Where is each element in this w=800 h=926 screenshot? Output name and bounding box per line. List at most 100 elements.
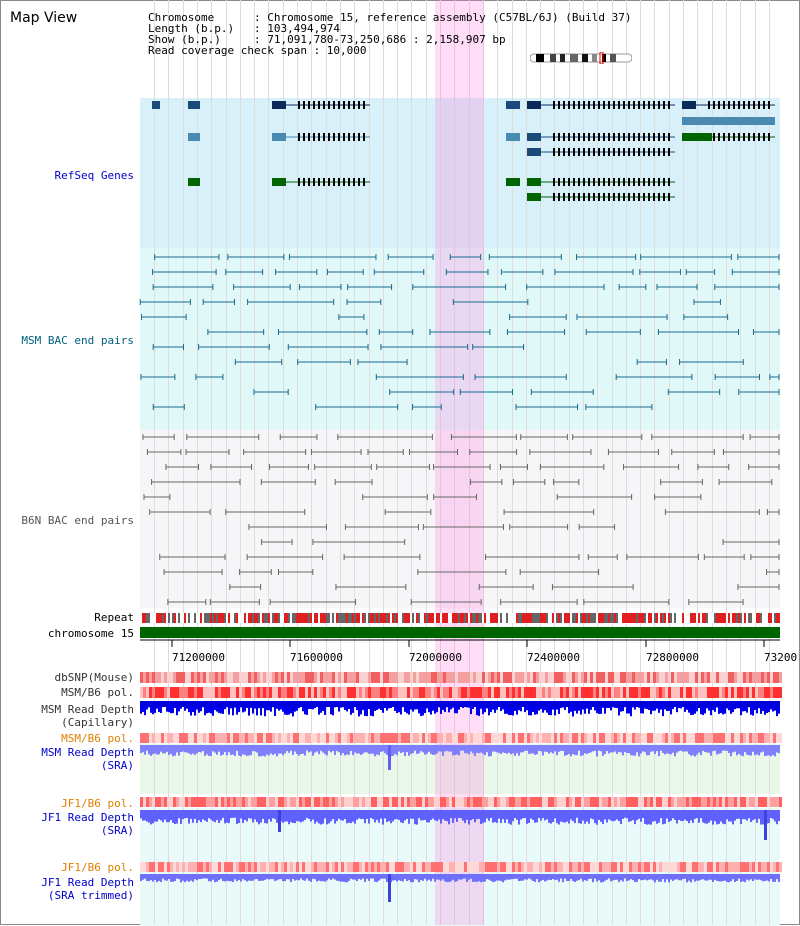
repeat-block bbox=[752, 613, 754, 623]
read-depth-bar bbox=[698, 810, 700, 823]
selected-region-highlight[interactable] bbox=[435, 0, 484, 925]
label-jf1-depth-sra[interactable]: JF1 Read Depth (SRA) bbox=[41, 811, 134, 837]
heat-cell bbox=[491, 672, 494, 683]
label-msm-pol[interactable]: MSM/B6 pol. bbox=[61, 686, 134, 699]
heat-cell bbox=[653, 733, 656, 743]
heat-cell bbox=[275, 672, 278, 683]
refseq-gene-exon bbox=[723, 133, 725, 141]
heat-cell bbox=[695, 672, 698, 683]
label-b6n-bac[interactable]: B6N BAC end pairs bbox=[21, 514, 134, 527]
heat-cell bbox=[500, 733, 503, 743]
read-depth-bar bbox=[684, 745, 686, 752]
heat-cell bbox=[308, 797, 311, 807]
read-depth-bar bbox=[178, 745, 180, 756]
label-msm-depth-sra[interactable]: MSM Read Depth (SRA) bbox=[41, 746, 134, 772]
heat-cell bbox=[668, 672, 671, 683]
heat-cell bbox=[773, 862, 776, 872]
heat-cell bbox=[776, 672, 779, 683]
read-depth-bar bbox=[318, 745, 320, 755]
read-depth-bar bbox=[626, 874, 628, 882]
heat-cell bbox=[158, 733, 161, 743]
read-depth-bar bbox=[582, 874, 584, 882]
heat-cell bbox=[644, 672, 647, 683]
repeat-block bbox=[402, 613, 404, 623]
read-depth-bar bbox=[474, 810, 476, 823]
heat-cell bbox=[740, 687, 743, 698]
read-depth-bar bbox=[600, 810, 602, 822]
refseq-gene-exon bbox=[578, 148, 580, 156]
heat-cell bbox=[707, 687, 710, 698]
heat-cell bbox=[194, 687, 197, 698]
read-depth-bar bbox=[568, 701, 570, 714]
refseq-gene-exon bbox=[682, 101, 696, 109]
heat-cell bbox=[761, 797, 764, 807]
heat-cell bbox=[143, 862, 146, 872]
label-dbsnp[interactable]: dbSNP(Mouse) bbox=[54, 671, 134, 684]
read-depth-bar bbox=[452, 745, 454, 756]
read-depth-bar bbox=[708, 810, 710, 823]
read-depth-bar bbox=[456, 701, 458, 714]
read-depth-bar bbox=[588, 874, 590, 879]
heat-cell bbox=[668, 862, 671, 872]
refseq-gene-exon bbox=[768, 101, 770, 109]
read-depth-bar bbox=[422, 810, 424, 821]
heat-cell bbox=[410, 672, 413, 683]
read-depth-bar bbox=[280, 745, 282, 754]
grid-line bbox=[268, 0, 269, 925]
heat-cell bbox=[641, 687, 644, 698]
heat-cell bbox=[374, 672, 377, 683]
repeat-block bbox=[496, 613, 498, 623]
heat-cell bbox=[653, 862, 656, 872]
heat-cell bbox=[212, 672, 215, 683]
read-depth-bar bbox=[628, 874, 630, 881]
read-depth-bar bbox=[608, 810, 610, 820]
heat-cell bbox=[593, 687, 596, 698]
read-depth-bar bbox=[702, 874, 704, 880]
heat-cell bbox=[539, 862, 542, 872]
heat-cell bbox=[689, 733, 692, 743]
read-depth-bar bbox=[406, 874, 408, 882]
heat-cell bbox=[533, 797, 536, 807]
grid-line bbox=[626, 0, 627, 925]
label-msm-bac[interactable]: MSM BAC end pairs bbox=[21, 334, 134, 347]
heat-cell bbox=[560, 797, 563, 807]
label-jf1-pol-2[interactable]: JF1/B6 pol. bbox=[61, 861, 134, 874]
label-msm-pol-2[interactable]: MSM/B6 pol. bbox=[61, 732, 134, 745]
axis-tick-3: 72000000 bbox=[409, 651, 462, 664]
read-depth-bar bbox=[216, 874, 218, 882]
heat-cell bbox=[548, 733, 551, 743]
heat-cell bbox=[614, 862, 617, 872]
repeat-block bbox=[598, 613, 600, 623]
heat-cell bbox=[731, 862, 734, 872]
read-depth-bar bbox=[442, 745, 444, 756]
heat-cell bbox=[413, 687, 416, 698]
read-depth-bar bbox=[564, 745, 566, 756]
refseq-gene-exon bbox=[318, 133, 320, 141]
heat-cell bbox=[398, 672, 401, 683]
heat-cell bbox=[725, 733, 728, 743]
heat-cell bbox=[188, 797, 191, 807]
heat-cell bbox=[179, 797, 182, 807]
refseq-gene-exon bbox=[653, 133, 655, 141]
refseq-gene-exon bbox=[648, 148, 650, 156]
heat-cell bbox=[221, 733, 224, 743]
label-jf1-depth-trimmed[interactable]: JF1 Read Depth (SRA trimmed) bbox=[41, 876, 134, 902]
read-depth-bar bbox=[254, 874, 256, 880]
chromosome-ideogram[interactable] bbox=[530, 52, 632, 64]
read-depth-bar bbox=[316, 745, 318, 752]
read-depth-bar bbox=[574, 874, 576, 882]
heat-cell bbox=[287, 672, 290, 683]
label-jf1-pol[interactable]: JF1/B6 pol. bbox=[61, 797, 134, 810]
heat-cell bbox=[299, 733, 302, 743]
label-refseq[interactable]: RefSeq Genes bbox=[54, 169, 134, 182]
heat-cell bbox=[650, 672, 653, 683]
read-depth-bar bbox=[612, 874, 614, 881]
read-depth-bar bbox=[378, 874, 380, 881]
read-depth-bar bbox=[490, 745, 492, 757]
heat-cell bbox=[380, 797, 383, 807]
label-msm-depth-capillary[interactable]: MSM Read Depth (Capillary) bbox=[41, 703, 134, 729]
heat-cell bbox=[746, 733, 749, 743]
repeat-block bbox=[530, 613, 532, 623]
read-depth-bar bbox=[410, 810, 412, 819]
